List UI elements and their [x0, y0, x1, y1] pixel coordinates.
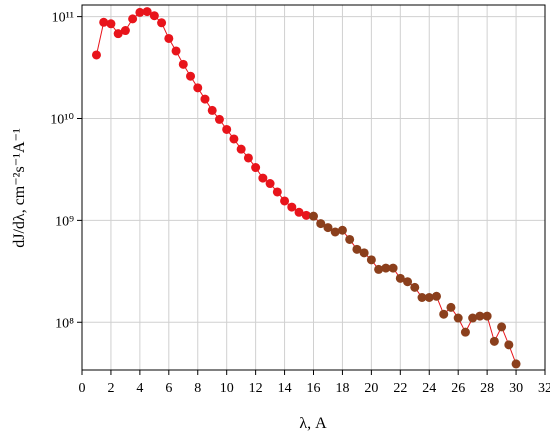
data-point	[178, 59, 188, 69]
data-point	[157, 18, 167, 28]
data-point	[243, 153, 253, 163]
data-point	[222, 124, 232, 134]
data-point	[388, 263, 398, 273]
data-point	[395, 273, 405, 283]
data-point	[410, 282, 420, 292]
data-point	[482, 311, 492, 321]
data-point	[301, 210, 311, 220]
data-point	[504, 340, 514, 350]
data-point	[164, 33, 174, 43]
data-point	[200, 94, 210, 104]
x-tick-label: 16	[307, 381, 321, 396]
data-point	[214, 114, 224, 124]
x-tick-label: 30	[509, 381, 523, 396]
data-point	[468, 313, 478, 323]
data-point	[359, 248, 369, 258]
data-point	[439, 309, 449, 319]
y-tick-label: 10⁸	[55, 316, 74, 331]
data-point	[99, 17, 109, 27]
data-point	[280, 196, 290, 206]
data-point	[497, 322, 507, 332]
x-axis-label: λ, A	[299, 415, 327, 432]
data-point	[186, 71, 196, 81]
y-tick-label: 10¹⁰	[50, 112, 74, 127]
data-point	[149, 11, 159, 21]
x-tick-label: 6	[165, 381, 172, 396]
data-point	[294, 207, 304, 217]
x-tick-label: 2	[107, 381, 114, 396]
data-point	[309, 211, 318, 221]
data-point	[106, 19, 116, 29]
data-point	[135, 7, 145, 17]
x-tick-label: 28	[480, 381, 494, 396]
data-point	[142, 7, 152, 17]
data-point	[128, 14, 138, 24]
x-tick-label: 4	[136, 381, 143, 396]
x-tick-label: 20	[364, 381, 378, 396]
data-point	[352, 244, 362, 254]
data-point	[460, 327, 470, 337]
data-point	[417, 293, 427, 303]
data-point	[113, 29, 123, 39]
data-point	[345, 234, 355, 244]
x-tick-label: 22	[393, 381, 407, 396]
data-point	[337, 225, 347, 235]
data-point	[236, 144, 246, 154]
data-point	[229, 134, 239, 144]
data-point	[446, 302, 456, 312]
data-point	[453, 313, 463, 323]
data-point	[287, 202, 297, 212]
data-point	[316, 219, 326, 229]
plot-frame	[81, 4, 546, 371]
data-point	[91, 50, 101, 60]
data-point	[171, 46, 181, 56]
x-tick-label: 0	[79, 381, 86, 396]
data-point	[511, 359, 521, 369]
x-tick-label: 24	[422, 381, 436, 396]
data-point	[330, 227, 340, 237]
data-point	[265, 179, 275, 189]
x-tick-label: 14	[278, 381, 292, 396]
data-point	[431, 291, 441, 301]
data-point	[374, 264, 384, 274]
series-line	[95, 11, 307, 216]
data-point	[272, 187, 282, 197]
x-tick-label: 18	[335, 381, 349, 396]
x-tick-label: 8	[194, 381, 201, 396]
y-axis-label: dJ/dλ, cm⁻²s⁻¹A⁻¹	[11, 128, 28, 248]
data-point	[424, 293, 434, 303]
data-point	[207, 105, 217, 115]
data-point	[193, 83, 203, 93]
x-tick-label: 32	[538, 381, 550, 396]
y-tick-label: 10¹¹	[52, 11, 74, 26]
data-point	[120, 26, 130, 36]
data-point	[381, 263, 391, 273]
data-point	[258, 173, 268, 183]
x-tick-label: 10	[220, 381, 234, 396]
data-point	[366, 255, 376, 265]
data-point	[251, 163, 261, 173]
data-point	[489, 336, 499, 346]
data-point	[323, 223, 333, 233]
x-tick-label: 12	[249, 381, 263, 396]
data-point	[475, 311, 485, 321]
data-point	[403, 277, 413, 287]
x-tick-label: 26	[451, 381, 465, 396]
y-tick-label: 10⁹	[55, 214, 74, 229]
